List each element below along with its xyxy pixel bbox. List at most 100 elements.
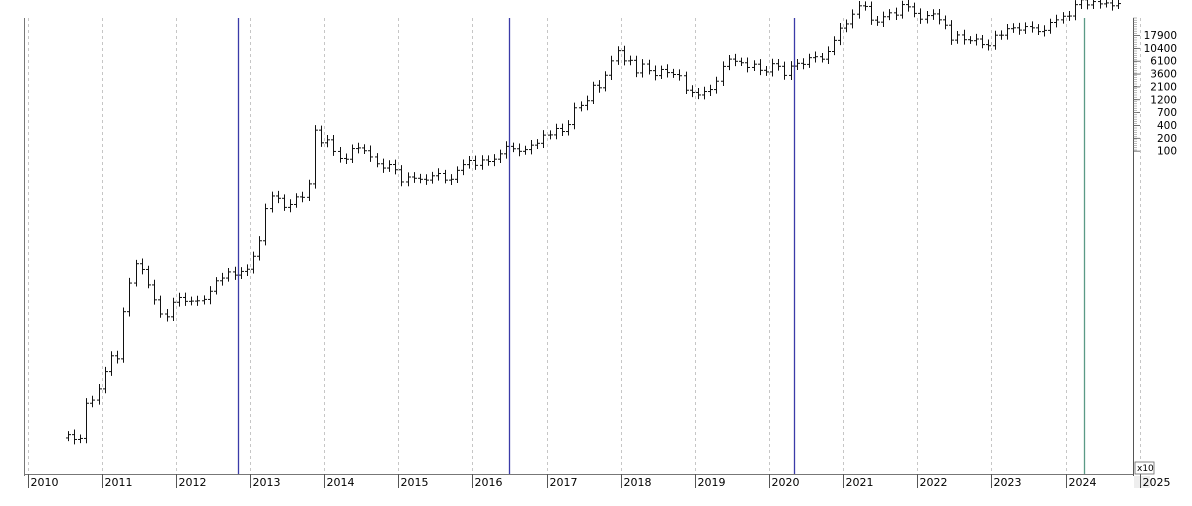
ohlc-bar-2011-07 bbox=[140, 258, 145, 275]
chart-frame bbox=[24, 18, 1150, 488]
ohlc-bar-2012-05 bbox=[202, 295, 207, 305]
ohlc-bar-2016-07 bbox=[511, 142, 516, 153]
ohlc-bar-2023-10 bbox=[1048, 18, 1053, 34]
ohlc-bar-2012-09 bbox=[226, 267, 231, 282]
ohlc-bar-2011-11 bbox=[165, 308, 170, 322]
ohlc-bar-2024-07 bbox=[1104, 0, 1109, 8]
ohlc-bar-2013-06 bbox=[282, 194, 287, 211]
ohlc-bar-2016-03 bbox=[486, 155, 491, 166]
ohlc-bar-2019-10 bbox=[752, 60, 757, 71]
ohlc-bar-2019-07 bbox=[733, 53, 738, 67]
ohlc-bar-2024-03 bbox=[1079, 0, 1084, 10]
ohlc-bar-2016-06 bbox=[504, 141, 509, 159]
ohlc-bar-2015-09 bbox=[449, 174, 454, 185]
ohlc-bar-2010-10 bbox=[84, 398, 89, 444]
ohlc-bar-2020-06 bbox=[801, 58, 806, 70]
ohlc-bar-2010-09 bbox=[78, 434, 83, 444]
x-tick-label-2011: 2011 bbox=[105, 476, 133, 489]
ohlc-bar-2014-10 bbox=[381, 158, 386, 173]
ohlc-bar-2024-01 bbox=[1067, 11, 1072, 21]
ohlc-bar-2012-01 bbox=[177, 292, 182, 307]
ohlc-bar-2021-03 bbox=[857, 1, 862, 19]
ohlc-bar-2014-09 bbox=[375, 153, 380, 168]
ohlc-bar-2013-05 bbox=[276, 190, 281, 204]
y-tick-label-6100: 6100 bbox=[1150, 56, 1177, 68]
ohlc-bar-2016-08 bbox=[517, 143, 522, 157]
ohlc-bar-2012-04 bbox=[195, 295, 200, 306]
ohlc-bar-2010-12 bbox=[97, 384, 102, 405]
cycle-markers bbox=[237, 18, 1086, 474]
ohlc-bar-2012-12 bbox=[245, 264, 250, 276]
x-tick-label-2012: 2012 bbox=[179, 476, 207, 489]
ohlc-bar-2021-08 bbox=[887, 9, 892, 21]
ohlc-bar-2013-01 bbox=[251, 251, 256, 274]
ohlc-bar-2016-05 bbox=[498, 149, 503, 163]
ohlc-bar-2013-10 bbox=[307, 179, 312, 202]
ohlc-bar-2022-10 bbox=[974, 33, 979, 46]
ohlc-bar-2020-12 bbox=[838, 23, 843, 46]
ohlc-bar-2023-02 bbox=[999, 30, 1004, 40]
ohlc-bar-2014-12 bbox=[393, 159, 398, 175]
ohlc-bar-2019-11 bbox=[758, 59, 763, 76]
ohlc-bar-2020-11 bbox=[832, 36, 837, 56]
ohlc-bar-2023-07 bbox=[1030, 21, 1035, 33]
x-tick-label-2019: 2019 bbox=[698, 476, 726, 489]
x-axis-labels: 2010 2011 2012 2013 2014 2015 2016 2017 2018 2019… bbox=[28, 474, 1171, 489]
ohlc-bar-2017-06 bbox=[579, 101, 584, 112]
ohlc-bar-2018-01 bbox=[622, 45, 627, 66]
y-tick-label-400: 400 bbox=[1157, 120, 1177, 132]
ohlc-bar-2012-02 bbox=[183, 292, 188, 306]
ohlc-bar-2012-11 bbox=[239, 267, 244, 280]
ohlc-bar-2017-04 bbox=[566, 120, 571, 136]
ohlc-bar-2015-06 bbox=[430, 171, 435, 184]
ohlc-bar-2022-05 bbox=[943, 15, 948, 30]
ohlc-bar-2011-01 bbox=[103, 366, 108, 394]
ohlc-bar-2018-10 bbox=[677, 69, 682, 81]
ohlc-bar-2012-10 bbox=[233, 266, 238, 280]
ohlc-bar-2017-11 bbox=[609, 55, 614, 81]
ohlc-bar-2018-12 bbox=[690, 85, 695, 98]
ohlc-bar-2011-12 bbox=[171, 297, 176, 321]
ohlc-bar-2014-06 bbox=[356, 142, 361, 154]
y-tick-label-3600: 3600 bbox=[1150, 69, 1177, 81]
ohlc-bar-2024-05 bbox=[1091, 0, 1096, 9]
ohlc-bar-2018-08 bbox=[665, 64, 670, 78]
ohlc-bar-2021-09 bbox=[894, 7, 899, 21]
ohlc-bar-2012-08 bbox=[220, 272, 225, 286]
ohlc-bar-2023-06 bbox=[1023, 22, 1028, 34]
ohlc-bar-2019-09 bbox=[745, 57, 750, 73]
x-tick-label-2025: 2025 bbox=[1143, 476, 1171, 489]
ohlc-bar-2015-12 bbox=[467, 156, 472, 169]
ohlc-bar-2013-03 bbox=[263, 203, 268, 246]
y-tick-label-10400: 10400 bbox=[1144, 43, 1177, 55]
ohlc-bar-2013-07 bbox=[288, 199, 293, 213]
ohlc-bar-2018-11 bbox=[684, 71, 689, 94]
ohlc-bar-2023-11 bbox=[1054, 14, 1059, 28]
ohlc-bar-2018-03 bbox=[634, 55, 639, 78]
ohlc-bar-2019-03 bbox=[708, 84, 713, 97]
ohlc-bar-2016-12 bbox=[541, 130, 546, 148]
ohlc-bars bbox=[66, 0, 1121, 445]
ohlc-bar-2023-09 bbox=[1042, 25, 1047, 37]
ohlc-bar-2012-06 bbox=[208, 286, 213, 305]
x-tick-label-2021: 2021 bbox=[846, 476, 874, 489]
ohlc-bar-2015-10 bbox=[455, 166, 460, 183]
ohlc-bar-2012-07 bbox=[214, 277, 219, 295]
ohlc-bar-2019-08 bbox=[739, 57, 744, 67]
ohlc-bar-2022-03 bbox=[931, 9, 936, 20]
ohlc-bar-2017-03 bbox=[560, 123, 565, 137]
ohlc-bar-2015-03 bbox=[412, 172, 417, 183]
ohlc-bar-2017-02 bbox=[554, 123, 559, 140]
ohlc-bar-2016-11 bbox=[535, 139, 540, 149]
y-tick-label-200: 200 bbox=[1157, 133, 1177, 145]
x-tick-label-2020: 2020 bbox=[772, 476, 800, 489]
ohlc-bar-2013-04 bbox=[270, 191, 275, 213]
ohlc-bar-2023-01 bbox=[993, 30, 998, 50]
ohlc-bar-2024-04 bbox=[1085, 0, 1090, 10]
ohlc-bar-2015-11 bbox=[461, 159, 466, 176]
ohlc-bar-2014-08 bbox=[368, 145, 373, 162]
ohlc-bar-2020-10 bbox=[826, 46, 831, 65]
y-tick-label-700: 700 bbox=[1157, 107, 1177, 119]
